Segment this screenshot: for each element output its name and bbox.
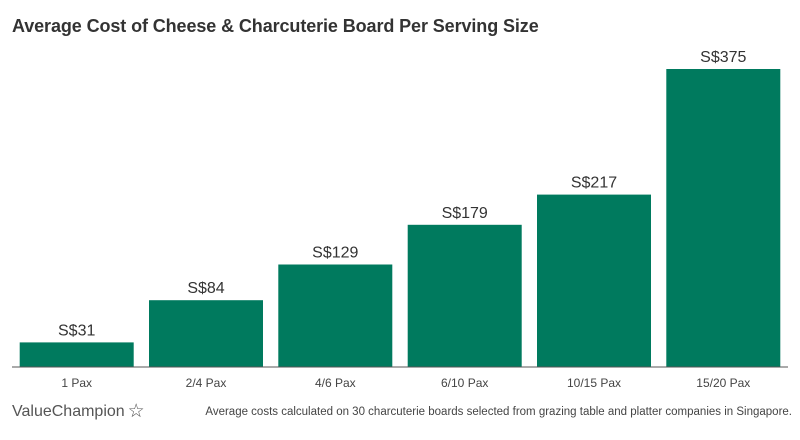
footer: ValueChampion ☆ Average costs calculated… (12, 400, 792, 430)
bar-1 (149, 300, 263, 367)
star-outline-icon: ☆ (127, 401, 145, 422)
bar-2 (278, 264, 393, 367)
value-label-5: S$375 (700, 49, 746, 66)
chart-title: Average Cost of Cheese & Charcuterie Boa… (12, 16, 539, 36)
value-label-3: S$179 (442, 205, 488, 222)
bar-5 (666, 69, 781, 367)
bar-3 (407, 224, 522, 367)
valuechampion-logo: ValueChampion ☆ (12, 402, 145, 421)
value-label-2: S$129 (312, 245, 358, 262)
x-tick-label-5: 15/20 Pax (696, 376, 750, 390)
bar-4 (537, 194, 651, 367)
x-tick-label-3: 6/10 Pax (441, 376, 488, 390)
x-tick-label-2: 4/6 Pax (315, 376, 356, 390)
value-label-0: S$31 (58, 322, 95, 339)
bar-0 (19, 342, 134, 367)
source-note: Average costs calculated on 30 charcuter… (205, 406, 792, 418)
value-label-4: S$217 (571, 175, 617, 192)
bar-chart: S$31 S$84 S$129 S$179 S$217 S$375 1 Pax 2/4 Pa… (12, 49, 788, 390)
x-tick-label-4: 10/15 Pax (567, 376, 621, 390)
brand-name: ValueChampion (12, 402, 125, 420)
x-tick-label-1: 2/4 Pax (186, 376, 227, 390)
value-label-1: S$84 (187, 280, 224, 297)
x-tick-label-0: 1 Pax (61, 376, 92, 390)
